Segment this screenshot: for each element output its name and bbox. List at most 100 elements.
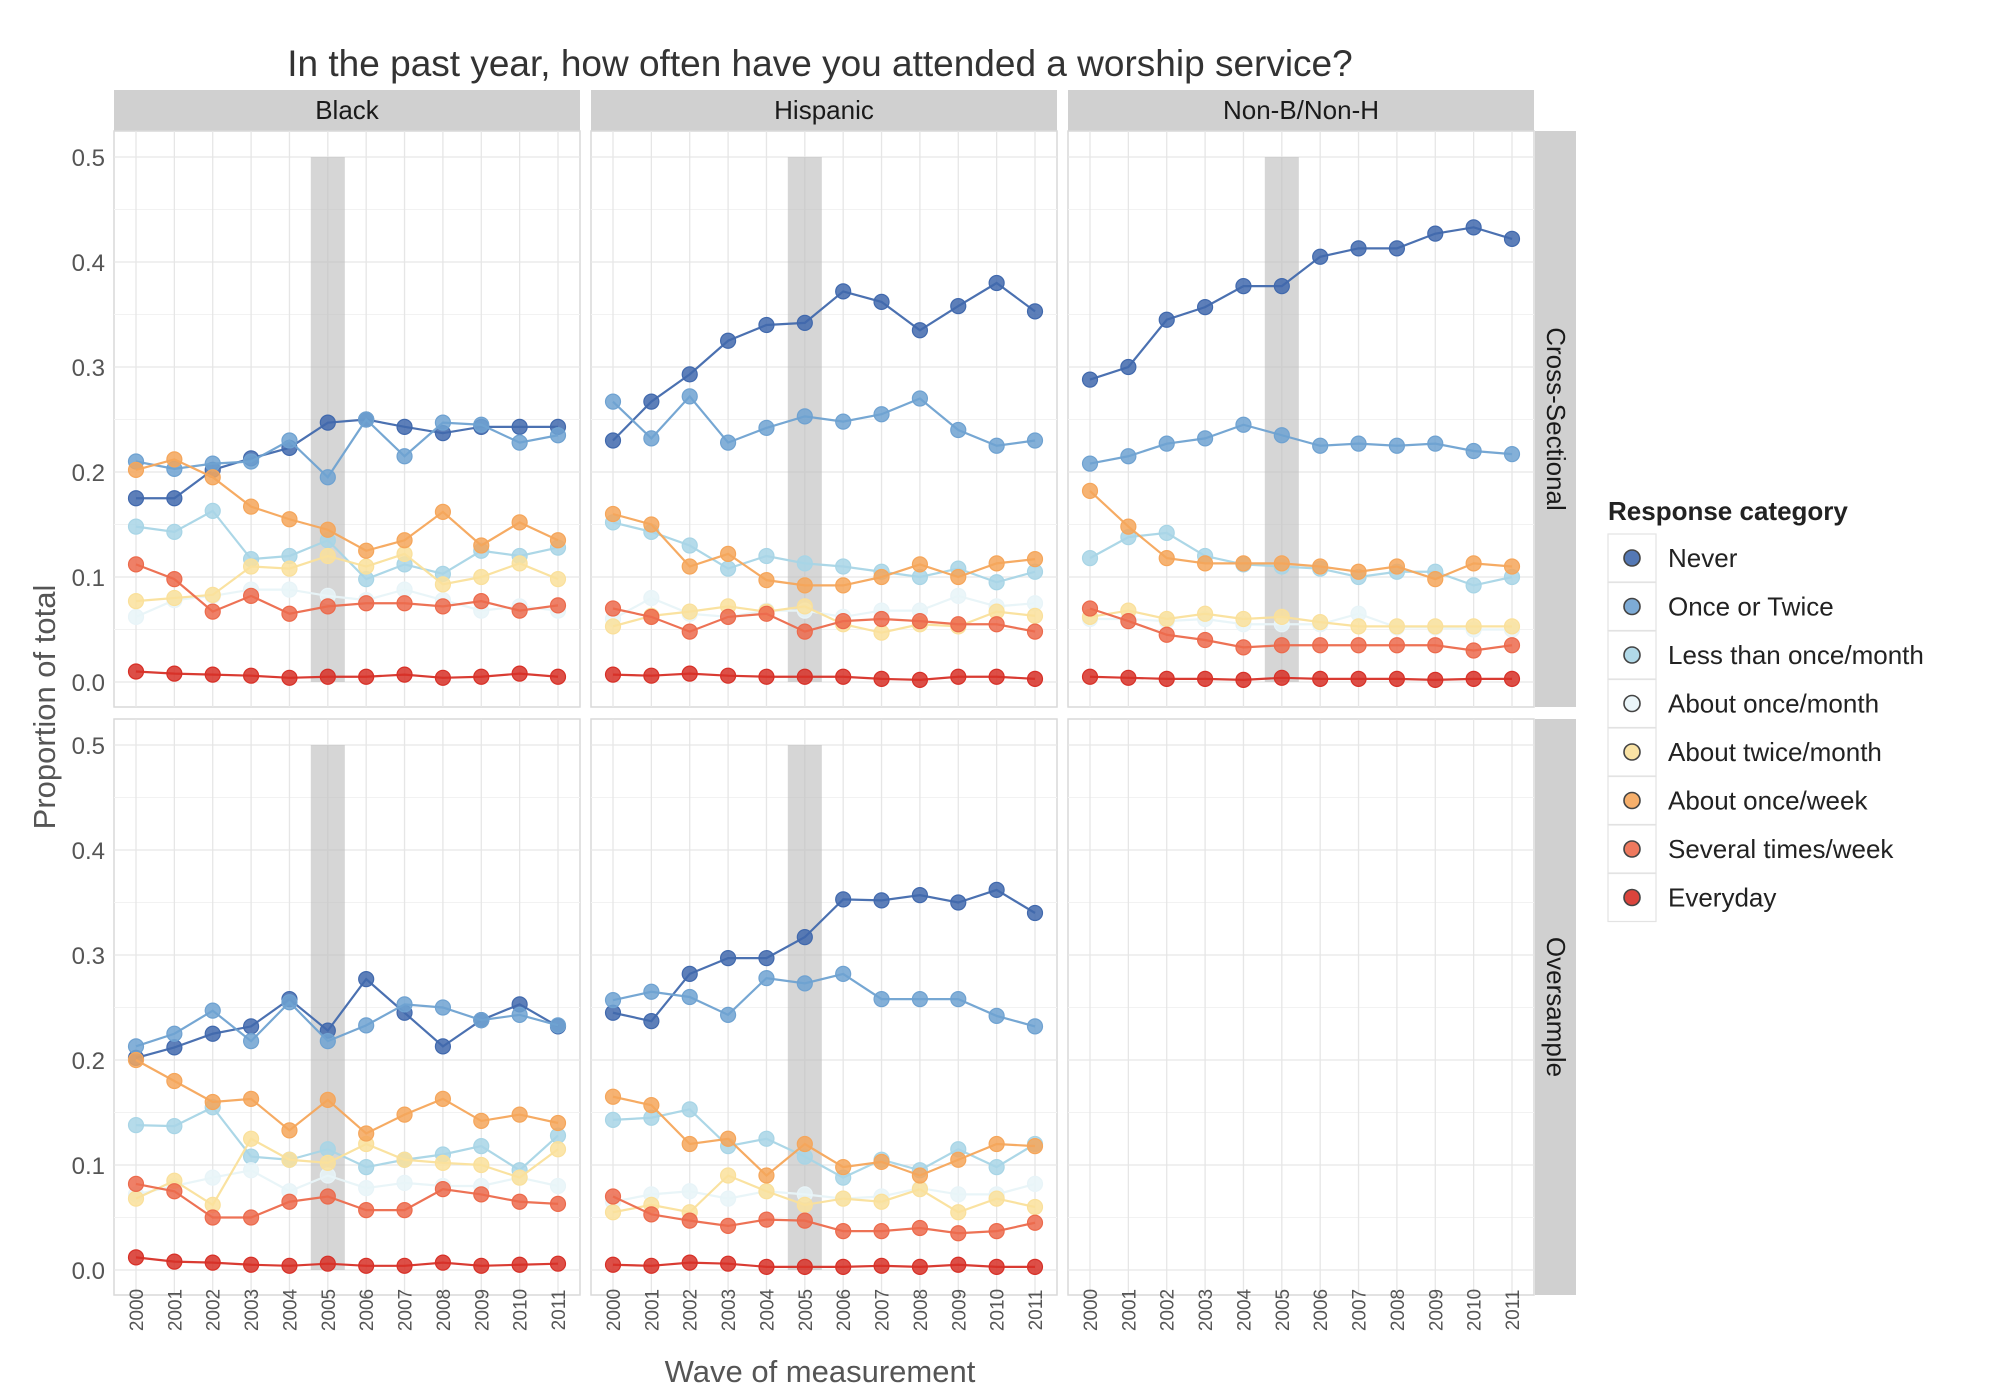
data-point-several-times-week — [473, 1186, 490, 1203]
data-point-once-or-twice — [204, 455, 221, 472]
data-point-less-than-once-month — [473, 1137, 490, 1155]
data-point-never — [873, 293, 890, 310]
data-point-about-once-week — [1026, 551, 1044, 568]
data-point-several-times-week — [1026, 1214, 1044, 1231]
data-point-about-once-week — [758, 1167, 775, 1184]
data-point-once-or-twice — [604, 393, 622, 410]
data-point-about-once-week — [873, 1153, 890, 1170]
y-tick-label: 0.1 — [72, 1153, 105, 1180]
panel-hispanic-cross-sectional — [590, 130, 1058, 708]
data-point-about-once-week — [681, 558, 698, 575]
data-point-about-twice-month — [549, 1141, 567, 1158]
data-point-everyday — [643, 1257, 660, 1274]
data-point-once-or-twice — [204, 1002, 221, 1019]
data-point-everyday — [396, 1257, 413, 1274]
data-point-about-twice-month — [127, 1190, 145, 1207]
data-point-about-twice-month — [473, 568, 490, 586]
facet-label-non-b-non-h: Non-B/Non-H — [1223, 95, 1379, 125]
data-point-everyday — [758, 668, 775, 685]
legend-key-several-times-week — [1623, 840, 1641, 858]
data-point-never — [434, 1038, 452, 1055]
data-point-never — [758, 950, 775, 967]
data-point-never — [1312, 248, 1329, 265]
data-point-everyday — [511, 1256, 528, 1273]
data-point-several-times-week — [358, 1202, 375, 1219]
data-point-about-once-week — [166, 1072, 183, 1090]
data-point-about-twice-month — [681, 603, 698, 620]
data-point-about-twice-month — [835, 1190, 852, 1207]
data-point-about-once-month — [204, 1169, 221, 1186]
x-axis-title: Wave of measurement — [665, 1354, 976, 1389]
data-point-everyday — [1120, 669, 1137, 686]
data-point-about-twice-month — [1465, 618, 1482, 635]
data-point-everyday — [1503, 670, 1521, 687]
data-point-once-or-twice — [988, 1007, 1005, 1025]
data-point-never — [1120, 358, 1137, 376]
data-point-once-or-twice — [242, 453, 260, 470]
data-point-about-once-week — [988, 1135, 1005, 1153]
data-point-everyday — [319, 1255, 336, 1272]
x-tick-label: 2008 — [1388, 1289, 1409, 1331]
legend-key-less-than-once-month — [1623, 646, 1641, 664]
data-point-about-once-week — [681, 1135, 698, 1153]
data-point-once-or-twice — [473, 1011, 490, 1029]
data-point-less-than-once-month — [1081, 549, 1099, 567]
data-point-everyday — [281, 669, 298, 686]
data-point-once-or-twice — [473, 416, 490, 433]
data-point-about-once-week — [1026, 1137, 1044, 1155]
data-point-less-than-once-month — [681, 1101, 698, 1118]
data-point-once-or-twice — [911, 990, 929, 1008]
panel-black-cross-sectional — [113, 130, 581, 708]
data-point-about-twice-month — [604, 1204, 622, 1221]
data-point-once-or-twice — [1273, 427, 1290, 444]
data-point-about-twice-month — [549, 570, 567, 588]
data-point-several-times-week — [873, 1223, 890, 1240]
data-point-never — [1503, 230, 1521, 247]
data-point-once-or-twice — [1465, 442, 1482, 460]
x-tick-label: 2004 — [280, 1288, 301, 1331]
data-point-once-or-twice — [681, 388, 698, 405]
data-point-once-or-twice — [1235, 416, 1252, 433]
data-point-never — [1465, 219, 1482, 236]
data-point-once-or-twice — [1158, 435, 1175, 452]
data-point-several-times-week — [1158, 626, 1175, 643]
data-point-about-once-week — [319, 1091, 336, 1109]
x-tick-label: 2000 — [604, 1289, 625, 1331]
data-point-never — [719, 332, 737, 349]
data-point-never — [911, 887, 929, 904]
data-point-everyday — [911, 671, 929, 689]
data-point-everyday — [242, 667, 260, 684]
data-point-once-or-twice — [950, 990, 967, 1008]
legend-label-about-once-month: About once/month — [1668, 689, 1879, 719]
data-point-everyday — [681, 665, 698, 682]
data-point-about-once-week — [1235, 555, 1252, 572]
data-point-several-times-week — [758, 605, 775, 622]
data-point-once-or-twice — [1120, 448, 1137, 465]
data-point-everyday — [473, 1257, 490, 1274]
data-point-about-once-week — [835, 577, 852, 594]
data-point-about-once-week — [1273, 555, 1290, 572]
data-point-several-times-week — [242, 1209, 260, 1226]
data-point-several-times-week — [1503, 637, 1521, 654]
data-point-several-times-week — [204, 1209, 221, 1226]
data-point-several-times-week — [281, 1193, 298, 1210]
data-point-everyday — [1026, 1258, 1044, 1275]
chart-title: In the past year, how often have you att… — [287, 43, 1352, 84]
data-point-about-once-month — [396, 581, 413, 598]
y-tick-label: 0.5 — [72, 733, 105, 760]
data-point-several-times-week — [396, 1202, 413, 1219]
data-point-about-twice-month — [719, 1167, 737, 1184]
data-point-never — [204, 1025, 221, 1042]
panels-layer: Black Hispanic Non-B/Non-H Cross-Sectional O… — [113, 90, 1576, 1296]
data-point-once-or-twice — [719, 434, 737, 451]
data-point-less-than-once-month — [988, 574, 1005, 591]
legend-label-less-than-once-month: Less than once/month — [1668, 640, 1924, 670]
data-point-about-once-month — [281, 581, 298, 598]
data-point-never — [1273, 278, 1290, 295]
data-point-several-times-week — [911, 612, 929, 630]
x-tick-label: 2002 — [681, 1289, 702, 1331]
data-point-several-times-week — [604, 600, 622, 617]
data-point-everyday — [835, 668, 852, 685]
data-point-once-or-twice — [358, 1017, 375, 1034]
y-tick-label: 0.1 — [72, 565, 105, 592]
